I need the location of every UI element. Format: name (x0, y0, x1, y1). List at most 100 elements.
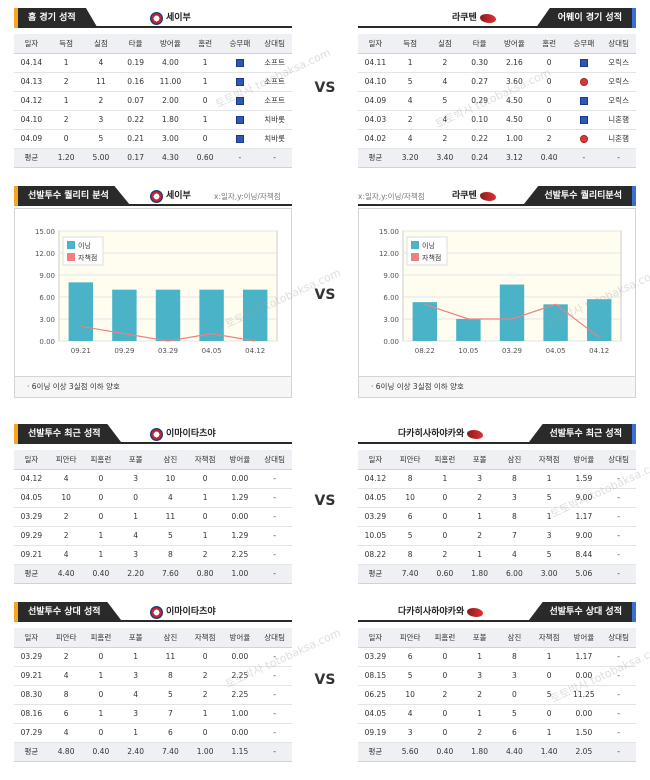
table-cell: 8 (497, 647, 532, 667)
table-cell: 치바롯 (257, 129, 292, 149)
table-cell: 08.15 (358, 666, 393, 686)
average-cell: 0.40 (83, 564, 119, 584)
table-cell: 04.12 (358, 469, 393, 489)
away-pitcher-recent-title: 선발투수 최근 성적 (527, 424, 636, 444)
table-cell: 0.10 (462, 110, 497, 130)
table-cell: 1 (531, 723, 567, 743)
away-pitcher-vs-header: 다카히사하야카와 선발투수 상대 성적 (358, 602, 636, 622)
table-cell: 6 (153, 723, 188, 743)
average-cell: - (566, 148, 602, 168)
away-recent-panel: 라쿠텐 어웨이 경기 성적 일자 득점 실점 타율 방어율 홈런 승무패 상대팀 04.11 1 2… (358, 8, 636, 168)
table-cell: 오릭스 (601, 91, 636, 111)
away-pitcher-recent-table: 일자 피안타 피홈런 포볼 삼진 자책점 방어율 상대팀 04.12 8 1 3 8 1 1.59-04.0… (358, 450, 636, 584)
average-cell: 1.20 (48, 148, 84, 168)
table-cell: 소프트 (257, 72, 292, 92)
home-quality-team: 세이부 (150, 188, 191, 204)
table-cell: 0 (497, 685, 532, 705)
legend-label: 이닝 (422, 241, 435, 250)
column-header: 포볼 (462, 450, 497, 470)
table-cell: 04.05 (358, 488, 393, 508)
table-cell: - (601, 685, 636, 705)
away-pitcher-vs-table: 일자 피안타 피홈런 포볼 삼진 자책점 방어율 상대팀 03.29 6 0 1 8 1 1.17-08.1… (358, 628, 636, 762)
table-cell: 4 (427, 110, 463, 130)
table-cell: - (257, 545, 292, 565)
average-cell: 평균 (14, 148, 49, 168)
average-cell: 0.60 (427, 564, 463, 584)
table-cell: 10.05 (358, 526, 393, 546)
table-cell: 1 (187, 110, 223, 130)
table-cell: 0 (531, 53, 567, 73)
average-cell: 0.40 (83, 742, 119, 762)
average-cell: - (222, 148, 258, 168)
away-team-label: 라쿠텐 (452, 10, 496, 26)
x-tick-label: 09.21 (71, 347, 91, 355)
average-cell: 4.80 (48, 742, 84, 762)
table-cell: 0 (83, 469, 119, 489)
table-cell: 0 (531, 72, 567, 92)
win-icon (235, 135, 244, 143)
rakuten-logo-icon (467, 607, 484, 617)
table-row: 04.13 2 11 0.16 11.00 1 소프트 (14, 72, 292, 92)
table-cell: 4 (427, 72, 463, 92)
away-recent-table: 일자 득점 실점 타율 방어율 홈런 승무패 상대팀 04.11 1 2 0.30 2.16 0 오릭스 04… (358, 34, 636, 168)
average-cell: 7.40 (392, 564, 428, 584)
average-row: 평균 4.40 0.40 2.20 7.60 0.80 1.00- (14, 564, 292, 584)
vs-label-2: VS (314, 287, 336, 303)
average-cell: - (257, 148, 292, 168)
average-cell: 3.00 (531, 564, 567, 584)
column-header: 삼진 (153, 628, 188, 648)
average-cell: 7.60 (153, 564, 188, 584)
average-row: 평균 4.80 0.40 2.40 7.40 1.00 1.15- (14, 742, 292, 762)
average-cell: 1.80 (462, 564, 497, 584)
table-row: 08.30 8 0 4 5 2 2.25- (14, 685, 292, 705)
average-cell: 5.60 (392, 742, 428, 762)
win-icon (235, 97, 244, 105)
column-header: 승무패 (566, 34, 602, 54)
table-cell: 0 (83, 723, 119, 743)
table-cell: 1 (462, 704, 497, 724)
column-header: 피안타 (392, 450, 428, 470)
win-icon (579, 59, 588, 67)
table-cell: 1 (462, 507, 497, 527)
average-cell: 평균 (14, 742, 49, 762)
table-cell: 7 (497, 526, 532, 546)
table-cell: 0.00 (222, 723, 258, 743)
table-cell: 1 (531, 469, 567, 489)
table-cell: - (601, 469, 636, 489)
average-cell: 1.00 (187, 742, 223, 762)
table-cell: 04.09 (358, 91, 393, 111)
table-cell: 6 (392, 647, 428, 667)
table-cell: 03.29 (14, 647, 49, 667)
table-cell: 1 (187, 72, 223, 92)
table-cell: 1.29 (222, 488, 258, 508)
table-cell: 2 (48, 110, 84, 130)
table-cell: 08.22 (358, 545, 393, 565)
table-cell: 04.13 (14, 72, 49, 92)
table-cell: 2 (462, 488, 497, 508)
table-row: 09.21 4 1 3 8 2 2.25- (14, 545, 292, 565)
table-cell: 0 (83, 647, 119, 667)
table-cell: 8 (497, 507, 532, 527)
table-cell: 3 (392, 723, 428, 743)
average-cell: - (257, 742, 292, 762)
column-header: 방어율 (497, 34, 532, 54)
table-cell: - (257, 647, 292, 667)
column-header: 상대팀 (257, 628, 292, 648)
table-cell: - (257, 685, 292, 705)
legend-label: 자책점 (78, 253, 97, 262)
table-row: 08.16 6 1 3 7 1 1.00- (14, 704, 292, 724)
table-cell: 1 (427, 469, 463, 489)
rakuten-logo-icon (479, 13, 496, 23)
home-pitcher-vs-panel: 선발투수 상대 성적 이마이타츠야 일자 피안타 피홈런 포볼 삼진 자책점 방어율 상대팀 0… (14, 602, 292, 762)
table-cell: 5 (531, 545, 567, 565)
average-cell: 평균 (14, 564, 49, 584)
home-pitcher-vs-table: 일자 피안타 피홈런 포볼 삼진 자책점 방어율 상대팀 03.29 2 0 1 11 0 0.00-09.… (14, 628, 292, 762)
table-cell: 1 (392, 53, 428, 73)
table-row: 04.12 1 2 0.07 2.00 0 소프트 (14, 91, 292, 111)
result-cell (222, 110, 258, 130)
column-header: 실점 (427, 34, 463, 54)
table-cell: 2 (462, 685, 497, 705)
result-cell (222, 53, 258, 73)
win-icon (235, 116, 244, 124)
table-cell: 8 (392, 545, 428, 565)
